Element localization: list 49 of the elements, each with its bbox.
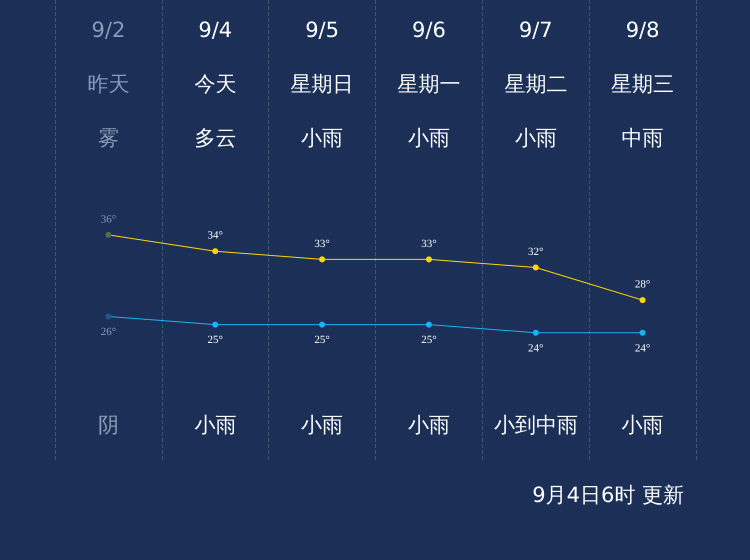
- x-tick-label: 9/5: [305, 18, 339, 42]
- data-label: 25°: [208, 334, 223, 346]
- text: 中雨: [622, 126, 664, 150]
- text: 今天: [194, 72, 236, 96]
- text: 阴: [98, 413, 119, 437]
- point: [532, 264, 539, 271]
- x-tick-label: 9/7: [518, 18, 553, 42]
- text: 小雨: [408, 413, 450, 437]
- data-label: 32°: [528, 246, 544, 258]
- point: [426, 256, 432, 262]
- data-label: 24°: [528, 342, 544, 354]
- text: 小雨: [301, 413, 344, 437]
- x-tick-label: 9/8: [626, 18, 660, 42]
- data-label: 25°: [421, 334, 437, 346]
- data-label: 25°: [314, 334, 330, 346]
- text: 小雨: [194, 413, 236, 437]
- data-label: 34°: [208, 230, 223, 242]
- text: 小雨: [301, 126, 344, 150]
- text: 9月4日6时 更新: [532, 483, 684, 507]
- point: [640, 330, 646, 336]
- data-label: 26°: [100, 326, 116, 338]
- x-tick-label: 9/4: [198, 18, 232, 42]
- text: 小雨: [622, 413, 664, 437]
- point: [319, 322, 326, 328]
- text: 小雨: [408, 126, 450, 150]
- data-label: 28°: [634, 278, 650, 291]
- data-label: 33°: [421, 238, 437, 250]
- text: 星期日: [290, 72, 354, 96]
- text: 多云: [194, 126, 236, 150]
- text: 小雨: [514, 126, 557, 150]
- point: [640, 297, 646, 304]
- text: 小到中雨: [494, 413, 578, 437]
- x-tick-label: 9/6: [412, 18, 446, 42]
- point: [105, 313, 112, 320]
- point: [532, 330, 539, 336]
- text: 星期二: [504, 72, 568, 96]
- point: [212, 248, 218, 254]
- x-tick-label: 9/2: [92, 18, 126, 42]
- point: [319, 256, 326, 262]
- text: 昨天: [87, 72, 130, 96]
- point: [212, 322, 218, 328]
- point: [105, 232, 112, 238]
- text: 星期三: [611, 72, 674, 96]
- text: 雾: [98, 126, 119, 150]
- data-label: 36°: [100, 213, 116, 226]
- point: [426, 322, 432, 328]
- data-label: 33°: [314, 238, 330, 250]
- text: 星期一: [397, 72, 460, 96]
- data-label: 24°: [634, 342, 650, 354]
